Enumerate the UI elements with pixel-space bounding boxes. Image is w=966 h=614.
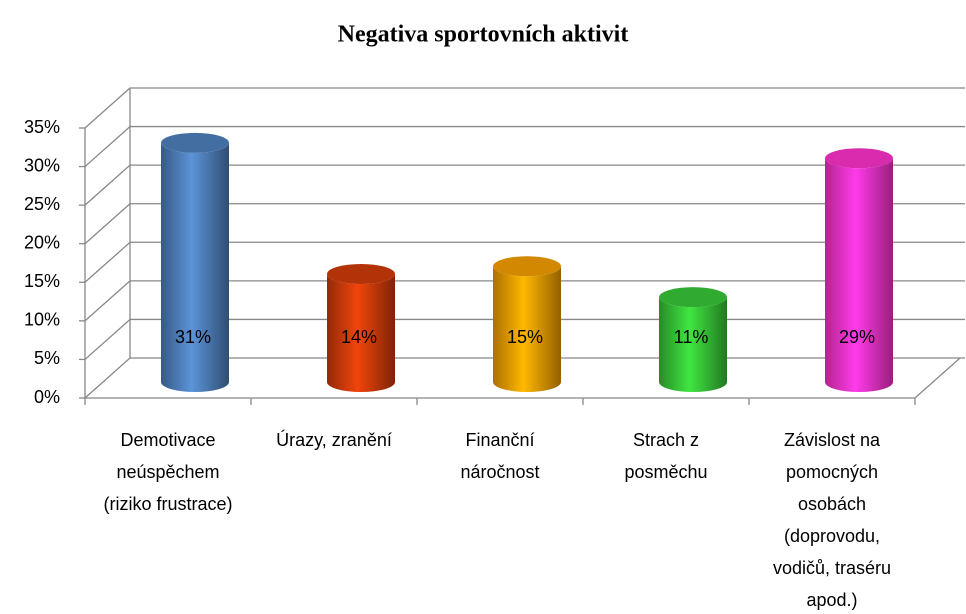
y-tick-label: 10% [24,310,60,330]
x-tick-label: Závislost na pomocných osobách (doprovod… [772,430,892,610]
x-tick-label: Úrazy, zranění [276,430,392,450]
data-label: 15% [507,327,543,347]
bar [825,158,893,392]
grid-line [84,164,965,206]
y-tick-label: 15% [24,271,60,291]
y-tick-label: 20% [24,232,60,252]
bar [493,266,561,392]
x-tick-label: Finanční náročnost [460,430,540,482]
grid-line [84,203,965,245]
grid-line [84,125,965,168]
y-tick-label: 30% [24,155,60,175]
grid-line [84,280,965,322]
bar [327,274,395,392]
grid-line [84,241,965,283]
bar [659,297,727,392]
y-tick-label: 25% [24,194,60,214]
bar [161,142,229,392]
data-label: 31% [175,327,211,347]
bar-top [493,256,561,277]
data-label: 29% [839,327,875,347]
x-tick-label: Demotivace neúspěchem (riziko frustrace) [103,430,233,514]
y-tick-label: 35% [24,117,60,137]
chart-title: Negativa sportovních aktivit [338,22,629,48]
y-tick-label: 0% [34,387,60,407]
bar-top [825,148,893,169]
bar-top [327,264,395,284]
x-tick-label: Strach z posměchu [624,430,708,482]
y-tick-label: 5% [34,348,60,368]
bar-top [161,132,229,153]
data-label: 11% [674,327,709,347]
data-label: 14% [341,327,377,347]
grid-line [84,87,965,129]
bar-top [659,287,727,308]
